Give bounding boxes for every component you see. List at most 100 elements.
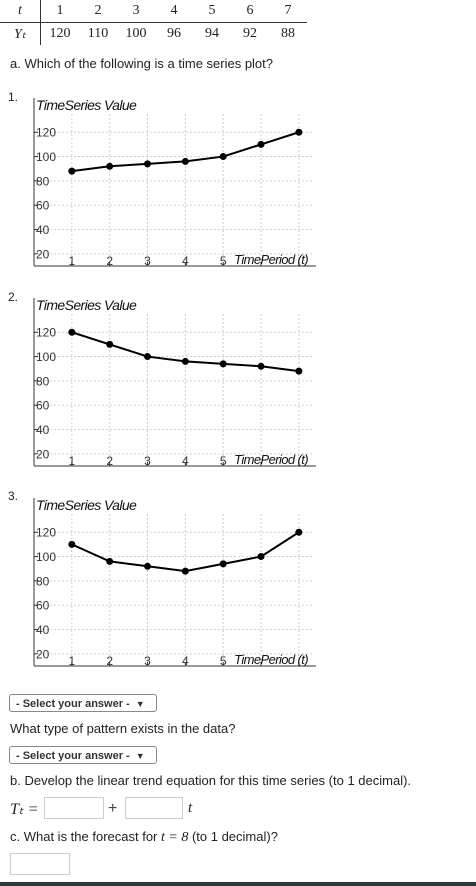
data-point [181, 357, 189, 365]
option-label-3: 3. [8, 489, 19, 503]
intercept-input[interactable] [44, 797, 104, 819]
data-point [257, 362, 265, 370]
question-c-math: t = 8 [161, 830, 189, 845]
y-cell: 96 [167, 26, 181, 41]
forecast-input[interactable] [10, 853, 70, 875]
y-label: Yₜ [0, 22, 41, 45]
question-c-suffix: (to 1 decimal)? [188, 829, 278, 844]
t-cell: 5 [193, 0, 231, 23]
x-tick-label: 2 [106, 454, 113, 468]
t-cell: 1 [40, 0, 79, 23]
y-row: Yₜ 120 110 100 96 94 92 88 [0, 22, 307, 45]
chart-option-3: TimeSeries Value 120 100 80 60 40 20 1 2 3 4 5 TimeP… [28, 490, 318, 680]
y-cell: 94 [205, 26, 219, 41]
data-point [68, 540, 76, 548]
data-point [181, 567, 189, 575]
x-tick-label: 1 [68, 654, 75, 668]
chart-title: TimeSeries Value [36, 97, 137, 113]
chart-svg-2: TimeSeries Value 120 100 80 60 40 20 1 2 3 4 5 TimeP… [33, 297, 316, 468]
data-point [295, 367, 303, 375]
y-cell: 92 [243, 26, 257, 41]
chart-title: TimeSeries Value [36, 497, 137, 513]
y-tick-label: 60 [36, 599, 50, 613]
y-tick-label: 100 [36, 350, 56, 364]
pattern-select[interactable]: - Select your answer - ▼ [9, 746, 157, 764]
t-cell: 4 [155, 0, 193, 23]
y-cell: 110 [87, 26, 109, 41]
data-point [144, 353, 152, 361]
x-tick-label: 5 [220, 654, 227, 668]
t-cell: 2 [79, 0, 117, 23]
x-tick-label: 1 [68, 454, 75, 468]
plus-sign: + [108, 800, 118, 817]
y-tick-label: 60 [36, 199, 50, 213]
y-tick-label: 60 [36, 399, 50, 413]
chart-svg-1: TimeSeries Value 120 100 80 60 40 20 1 2 3 4 5 TimeP… [33, 97, 316, 268]
x-tick-label: 1 [68, 254, 75, 268]
select-label: - Select your answer - [16, 750, 130, 762]
data-point [257, 553, 265, 561]
y-tick-label: 120 [36, 526, 56, 540]
x-tick-label: 4 [182, 654, 189, 668]
x-axis-label: TimePeriod (t) [234, 452, 308, 467]
data-point [219, 153, 227, 161]
y-cell: 120 [49, 26, 71, 41]
question-c: c. What is the forecast for t = 8 (to 1 … [10, 829, 278, 846]
chart-option-1: TimeSeries Value 120 100 80 60 40 20 1 2 3 4 5 TimeP… [28, 90, 318, 280]
data-point [181, 157, 189, 165]
data-point [295, 528, 303, 536]
y-tick-label: 100 [36, 150, 56, 164]
y-tick-label: 40 [36, 423, 50, 437]
t-row: t 1 2 3 4 5 6 7 [0, 0, 307, 23]
y-tick-label: 120 [36, 326, 56, 340]
question-c-prefix: c. What is the forecast for [10, 829, 161, 844]
data-point [257, 140, 265, 148]
chevron-down-icon: ▼ [135, 699, 145, 709]
data-point [68, 328, 76, 336]
y-tick-label: 20 [36, 647, 50, 661]
t-cell: 3 [117, 0, 155, 23]
data-point [106, 340, 114, 348]
data-point [68, 167, 76, 175]
data-point [106, 162, 114, 170]
t-label: t [0, 0, 41, 23]
x-axis-label: TimePeriod (t) [234, 652, 308, 667]
x-tick-label: 4 [182, 254, 189, 268]
option-label-1: 1. [8, 90, 19, 104]
chart-option-2: TimeSeries Value 120 100 80 60 40 20 1 2 3 4 5 TimeP… [28, 290, 318, 480]
chart-svg-3: TimeSeries Value 120 100 80 60 40 20 1 2 3 4 5 TimeP… [33, 497, 316, 668]
question-b: b. Develop the linear trend equation for… [10, 773, 412, 788]
y-cell: 88 [281, 26, 295, 41]
chevron-down-icon: ▼ [135, 751, 145, 761]
y-tick-label: 40 [36, 623, 50, 637]
t-cell: 6 [231, 0, 269, 23]
y-tick-label: 40 [36, 223, 50, 237]
x-tick-label: 3 [144, 454, 151, 468]
y-tick-label: 80 [36, 574, 50, 588]
t-variable: t [188, 800, 193, 816]
data-point [295, 128, 303, 136]
data-point [219, 560, 227, 568]
select-label: - Select your answer - [16, 698, 130, 710]
chart-title: TimeSeries Value [36, 297, 137, 313]
answer-select-a[interactable]: - Select your answer - ▼ [9, 694, 157, 712]
data-point [144, 562, 152, 570]
data-point [144, 160, 152, 168]
pattern-question: What type of pattern exists in the data? [10, 721, 236, 736]
option-label-2: 2. [8, 290, 19, 304]
x-tick-label: 5 [220, 254, 227, 268]
x-tick-label: 3 [144, 254, 151, 268]
y-tick-label: 20 [36, 247, 50, 261]
trend-equation-lhs: Tₜ = [10, 801, 39, 818]
x-tick-label: 2 [106, 654, 113, 668]
y-cell: 100 [125, 26, 147, 41]
x-tick-label: 5 [220, 454, 227, 468]
y-tick-label: 80 [36, 374, 50, 388]
y-tick-label: 80 [36, 174, 50, 188]
x-tick-label: 4 [182, 454, 189, 468]
y-tick-label: 20 [36, 447, 50, 461]
data-point [106, 557, 114, 565]
y-tick-label: 120 [36, 126, 56, 140]
slope-input[interactable] [125, 797, 183, 819]
question-a: a. Which of the following is a time seri… [10, 56, 274, 71]
